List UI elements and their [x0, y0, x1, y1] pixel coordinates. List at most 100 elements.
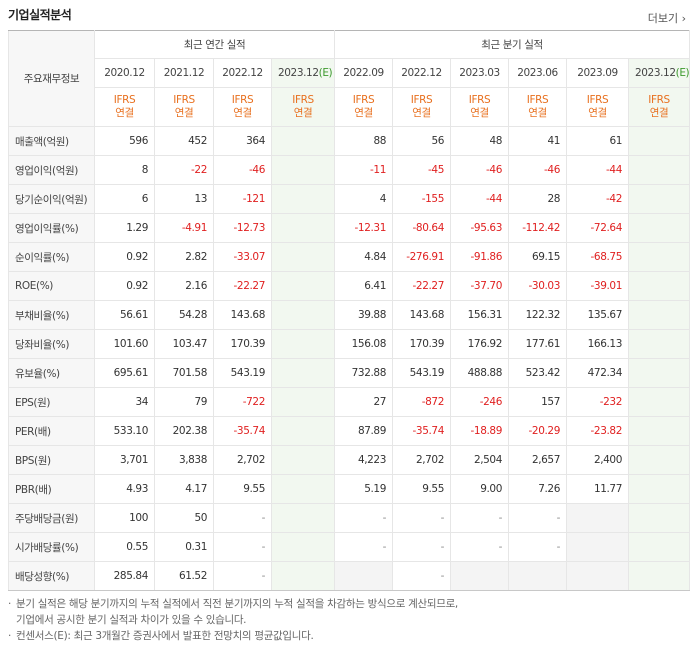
basis-header: IFRS 연결: [213, 87, 272, 127]
value-cell: 135.67: [566, 300, 629, 330]
row-label: 부채비율(%): [8, 300, 95, 330]
data-row: 배당성향(%) 285.84 61.52- -: [8, 561, 690, 591]
period-date: 2023.09: [577, 67, 618, 79]
value-cell: [271, 387, 335, 417]
value-cell: 166.13: [566, 329, 629, 359]
value-cell: -42: [566, 184, 629, 214]
basis-text: IFRS: [352, 94, 375, 106]
value-cell: 79: [154, 387, 214, 417]
data-row: 영업이익률(%) 1.29 -4.91 -12.73 -12.31 -80.64 -95.6…: [8, 213, 690, 243]
period-header: 2021.12: [154, 58, 214, 88]
value-cell: -37.70: [450, 271, 509, 301]
value-cell: -121: [213, 184, 272, 214]
row-label: 당기순이익(억원): [8, 184, 95, 214]
value-cell: 202.38: [154, 416, 214, 446]
note: 분기 실적은 해당 분기까지의 누적 실적에서 직전 분기까지의 누적 실적을 …: [8, 596, 458, 628]
value-cell: 488.88: [450, 358, 509, 388]
value-cell: 170.39: [392, 329, 451, 359]
row-label: PBR(배): [8, 474, 95, 504]
value-cell: 7.26: [508, 474, 567, 504]
period-date: 2022.12: [401, 67, 442, 79]
value-cell: 6: [94, 184, 155, 214]
basis-header: IFRS 연결: [154, 87, 214, 127]
value-cell: [450, 561, 509, 591]
period-header: 2023.06: [508, 58, 567, 88]
group-header: 최근 연간 실적: [94, 30, 335, 59]
row-label: 영업이익(억원): [8, 155, 95, 185]
value-cell: [628, 329, 690, 359]
value-cell: 34: [94, 387, 155, 417]
value-cell: [566, 503, 629, 533]
data-row: ROE(%) 0.92 2.16 -22.27 6.41 -22.27 -37.70 -30.…: [8, 271, 690, 301]
value-cell: 701.58: [154, 358, 214, 388]
period-header: 2023.09: [566, 58, 629, 88]
value-cell: 9.55: [392, 474, 451, 504]
value-cell: 61: [566, 126, 629, 156]
value-cell: [628, 271, 690, 301]
row-label: 당좌비율(%): [8, 329, 95, 359]
value-cell: [628, 184, 690, 214]
value-cell: 2.16: [154, 271, 214, 301]
value-cell: 543.19: [392, 358, 451, 388]
data-row: 유보율(%) 695.61 701.58 543.19 732.88 543.19 488.…: [8, 358, 690, 388]
basis-text: IFRS: [586, 94, 609, 106]
value-cell: 143.68: [213, 300, 272, 330]
value-cell: -46: [213, 155, 272, 185]
value-cell: [628, 242, 690, 272]
value-cell: -722: [213, 387, 272, 417]
basis-text: 연결: [588, 107, 607, 119]
basis-text: IFRS: [410, 94, 433, 106]
value-cell: [566, 561, 629, 591]
value-cell: 170.39: [213, 329, 272, 359]
value-cell: 50: [154, 503, 214, 533]
value-cell: [271, 503, 335, 533]
section-title: 기업실적분석: [8, 8, 72, 22]
value-cell: 143.68: [392, 300, 451, 330]
estimate-mark: (E): [318, 67, 333, 79]
value-cell: -: [450, 532, 509, 562]
basis-text: 연결: [412, 107, 431, 119]
value-cell: 103.47: [154, 329, 214, 359]
value-cell: -44: [450, 184, 509, 214]
value-cell: [271, 532, 335, 562]
value-cell: 6.41: [334, 271, 393, 301]
value-cell: [271, 474, 335, 504]
basis-text: 연결: [528, 107, 547, 119]
row-label: PER(배): [8, 416, 95, 446]
value-cell: -: [334, 532, 393, 562]
value-cell: [628, 561, 690, 591]
basis-text: 연결: [470, 107, 489, 119]
period-date: 2023.03: [459, 67, 500, 79]
value-cell: [628, 213, 690, 243]
value-cell: [628, 474, 690, 504]
value-cell: 56.61: [94, 300, 155, 330]
value-cell: 0.92: [94, 242, 155, 272]
basis-text: IFRS: [468, 94, 491, 106]
value-cell: 54.28: [154, 300, 214, 330]
value-cell: 452: [154, 126, 214, 156]
value-cell: -20.29: [508, 416, 567, 446]
value-cell: -12.31: [334, 213, 393, 243]
value-cell: 61.52: [154, 561, 214, 591]
value-cell: [271, 416, 335, 446]
value-cell: -: [450, 503, 509, 533]
value-cell: 285.84: [94, 561, 155, 591]
value-cell: [271, 126, 335, 156]
value-cell: 2,400: [566, 445, 629, 475]
value-cell: 364: [213, 126, 272, 156]
more-link[interactable]: 더보기: [648, 10, 686, 26]
value-cell: -35.74: [392, 416, 451, 446]
basis-text: IFRS: [648, 94, 670, 106]
row-label: 유보율(%): [8, 358, 95, 388]
basis-text: IFRS: [173, 94, 195, 106]
value-cell: [628, 126, 690, 156]
value-cell: 87.89: [334, 416, 393, 446]
value-cell: -: [213, 503, 272, 533]
note-line: 분기 실적은 해당 분기까지의 누적 실적에서 직전 분기까지의 누적 실적을 …: [16, 598, 458, 610]
value-cell: 2,657: [508, 445, 567, 475]
basis-text: IFRS: [231, 94, 254, 106]
value-cell: -68.75: [566, 242, 629, 272]
value-cell: 695.61: [94, 358, 155, 388]
value-cell: 2,702: [213, 445, 272, 475]
